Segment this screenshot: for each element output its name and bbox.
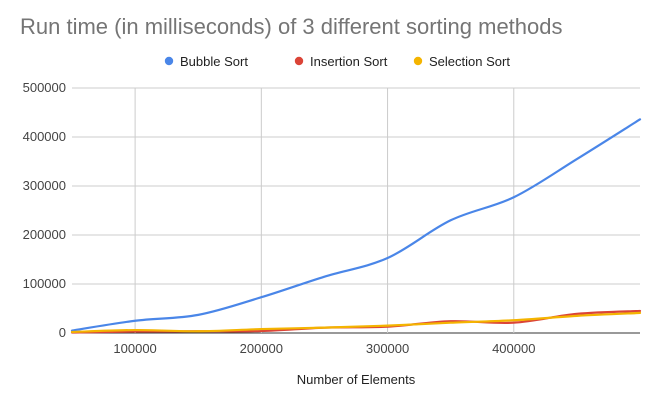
legend: Bubble Sort Insertion Sort Selection Sort (164, 54, 510, 69)
x-tick-label: 300000 (366, 341, 409, 356)
y-tick-label: 200000 (23, 227, 66, 242)
series-lines (70, 118, 642, 334)
y-tick-label: 400000 (23, 129, 66, 144)
legend-marker-selection-sort (413, 56, 423, 66)
series-line-insertion-sort (70, 309, 642, 334)
series-line-selection-sort (70, 311, 642, 334)
tick-labels: 0 100000 200000 300000 400000 500000 100000 200… (23, 80, 536, 356)
legend-marker-bubble-sort (164, 56, 174, 66)
series-line-bubble-sort (70, 118, 642, 332)
grid (72, 87, 640, 334)
chart-title: Run time (in milliseconds) of 3 differen… (20, 14, 563, 39)
x-tick-label: 200000 (240, 341, 283, 356)
x-tick-label: 100000 (113, 341, 156, 356)
legend-marker-insertion-sort (294, 56, 304, 66)
y-tick-label: 0 (59, 325, 66, 340)
y-tick-label: 100000 (23, 276, 66, 291)
x-axis-title: Number of Elements (297, 372, 416, 387)
legend-label-bubble-sort: Bubble Sort (180, 54, 248, 69)
y-tick-label: 500000 (23, 80, 66, 95)
legend-label-selection-sort: Selection Sort (429, 54, 510, 69)
legend-label-insertion-sort: Insertion Sort (310, 54, 388, 69)
y-tick-label: 300000 (23, 178, 66, 193)
x-tick-label: 400000 (492, 341, 535, 356)
